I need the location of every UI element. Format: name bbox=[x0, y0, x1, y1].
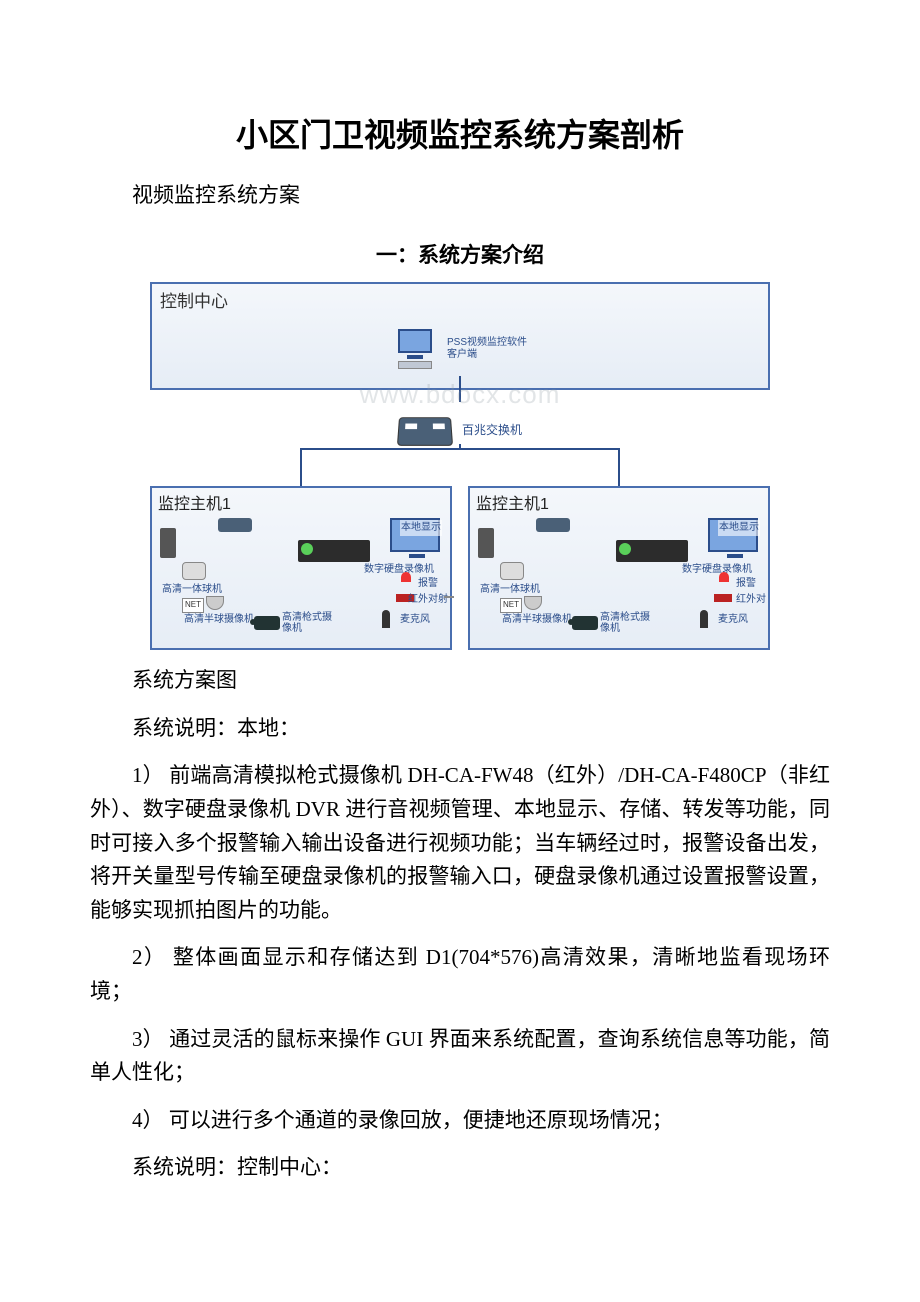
router-icon bbox=[218, 518, 252, 532]
net-label: NET bbox=[182, 598, 204, 613]
host-grid-1: 本地显示 数字硬盘录像机 报警 红外对射 麦克风 高清一体球机 NET 高清半球… bbox=[158, 518, 444, 642]
connector-top bbox=[459, 376, 461, 402]
speaker-icon bbox=[160, 528, 176, 558]
branch-connectors bbox=[150, 446, 770, 486]
control-center-inner: PSS视频监控软件客户端 bbox=[160, 318, 760, 380]
local-heading: 系统说明：本地： bbox=[90, 712, 830, 746]
ir-label: 红外对射 bbox=[408, 592, 448, 608]
mic-icon bbox=[382, 610, 390, 628]
alarm-label: 报警 bbox=[418, 576, 438, 592]
document-subtitle: 视频监控系统方案 bbox=[90, 179, 830, 213]
switch-icon bbox=[397, 417, 453, 446]
pss-client-label: PSS视频监控软件客户端 bbox=[447, 337, 527, 361]
bullet-icon bbox=[254, 616, 280, 630]
alarm-icon bbox=[716, 578, 732, 588]
diagram-caption: 系统方案图 bbox=[90, 664, 830, 698]
bullet-label: 高清枪式摄像机 bbox=[282, 612, 332, 634]
router-icon bbox=[536, 518, 570, 532]
local-display-label: 本地显示 bbox=[400, 520, 442, 536]
local-display-label: 本地显示 bbox=[718, 520, 760, 536]
dome-label: 高清半球摄像机 bbox=[502, 612, 572, 628]
bullet-icon bbox=[572, 616, 598, 630]
control-center-box: 控制中心 PSS视频监控软件客户端 bbox=[150, 282, 770, 389]
monitor-host-1: 监控主机1 本地显示 数字硬盘录像机 报警 红外对射 麦克风 高清一体球机 NE… bbox=[150, 486, 452, 651]
paragraph-3: 3） 通过灵活的鼠标来操作 GUI 界面来系统配置，查询系统信息等功能，简单人性… bbox=[90, 1023, 830, 1090]
section-heading-1: 一：系统方案介绍 bbox=[90, 239, 830, 273]
host-title-2: 监控主机1 bbox=[476, 492, 762, 518]
switch-row: 百兆交换机 bbox=[150, 416, 770, 446]
speaker-icon bbox=[478, 528, 494, 558]
dome-label: 高清半球摄像机 bbox=[184, 612, 254, 628]
host-dash-connector bbox=[444, 596, 454, 598]
mic-label: 麦克风 bbox=[718, 612, 748, 628]
paragraph-4: 4） 可以进行多个通道的录像回放，便捷地还原现场情况； bbox=[90, 1104, 830, 1138]
paragraph-1: 1） 前端高清模拟枪式摄像机 DH-CA-FW48（红外）/DH-CA-F480… bbox=[90, 759, 830, 927]
host-grid-2: 本地显示 数字硬盘录像机 报警 红外对 麦克风 高清一体球机 NET 高清半球摄… bbox=[476, 518, 762, 642]
ir-icon bbox=[714, 594, 732, 602]
monitor-host-2: 监控主机1 本地显示 数字硬盘录像机 报警 红外对 麦克风 高清一体球机 NET… bbox=[468, 486, 770, 651]
pc-icon bbox=[393, 329, 437, 369]
ptz-icon bbox=[182, 562, 206, 580]
mic-label: 麦克风 bbox=[400, 612, 430, 628]
alarm-label: 报警 bbox=[736, 576, 756, 592]
host-title-1: 监控主机1 bbox=[158, 492, 444, 518]
system-diagram: 控制中心 PSS视频监控软件客户端 百兆交换机 监控主机1 本地显示 数字 bbox=[150, 282, 770, 650]
ir-label-2: 红外对 bbox=[736, 592, 766, 608]
host-row: 监控主机1 本地显示 数字硬盘录像机 报警 红外对射 麦克风 高清一体球机 NE… bbox=[150, 486, 770, 651]
switch-label: 百兆交换机 bbox=[462, 421, 522, 440]
control-center-title: 控制中心 bbox=[160, 288, 760, 315]
bullet-label: 高清枪式摄像机 bbox=[600, 612, 650, 634]
ptz-icon bbox=[500, 562, 524, 580]
alarm-icon bbox=[398, 578, 414, 588]
dome-icon bbox=[524, 596, 542, 610]
dvr-icon bbox=[298, 540, 370, 562]
dome-icon bbox=[206, 596, 224, 610]
center-heading: 系统说明：控制中心： bbox=[90, 1151, 830, 1185]
net-label: NET bbox=[500, 598, 522, 613]
mic-icon bbox=[700, 610, 708, 628]
paragraph-2: 2） 整体画面显示和存储达到 D1(704*576)高清效果，清晰地监看现场环境… bbox=[90, 941, 830, 1008]
dvr-icon bbox=[616, 540, 688, 562]
document-title: 小区门卫视频监控系统方案剖析 bbox=[90, 110, 830, 161]
